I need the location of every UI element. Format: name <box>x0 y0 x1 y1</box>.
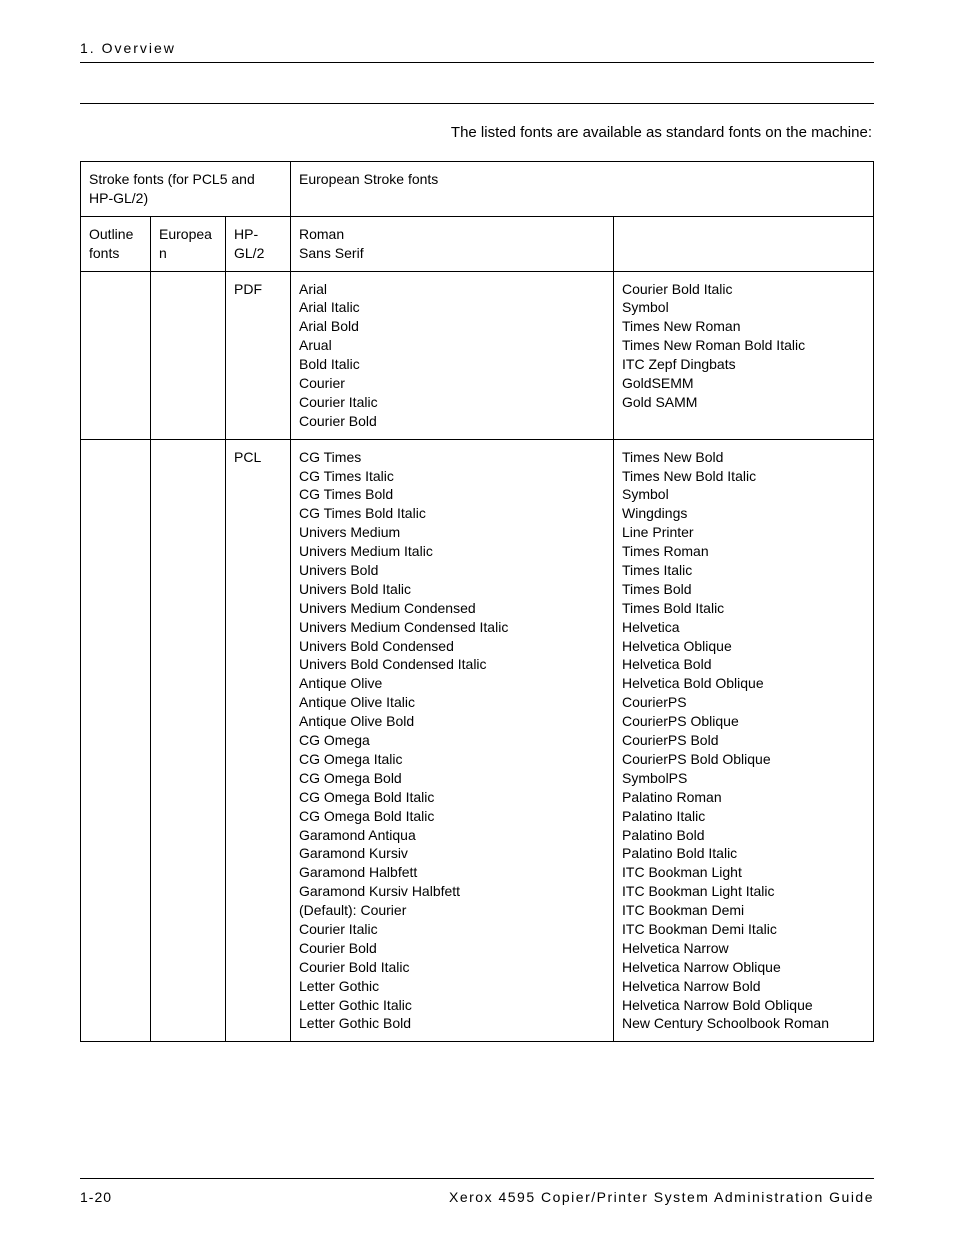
cell-roman-sans: Roman Sans Serif <box>291 216 614 271</box>
cell-pcl: PCL <box>226 439 291 1042</box>
fonts-table: Stroke fonts (for PCL5 and HP-GL/2) Euro… <box>80 161 874 1042</box>
table-row: PCL CG Times CG Times Italic CG Times Bo… <box>81 439 874 1042</box>
table-row: Stroke fonts (for PCL5 and HP-GL/2) Euro… <box>81 162 874 217</box>
cell-empty <box>151 271 226 439</box>
cell-stroke-fonts-header: Stroke fonts (for PCL5 and HP-GL/2) <box>81 162 291 217</box>
footer-title: Xerox 4595 Copier/Printer System Adminis… <box>449 1189 874 1205</box>
section-title: 1. Overview <box>80 40 874 56</box>
page-number: 1-20 <box>80 1189 112 1205</box>
table-row: PDF Arial Arial Italic Arial Bold Arual … <box>81 271 874 439</box>
cell-european-stroke-header: European Stroke fonts <box>291 162 874 217</box>
cell-pdf-fonts-left: Arial Arial Italic Arial Bold Arual Bold… <box>291 271 614 439</box>
cell-pcl-fonts-right: Times New Bold Times New Bold Italic Sym… <box>614 439 874 1042</box>
cell-pdf: PDF <box>226 271 291 439</box>
page-header: 1. Overview <box>80 40 874 63</box>
cell-pcl-fonts-left: CG Times CG Times Italic CG Times Bold C… <box>291 439 614 1042</box>
intro-text: The listed fonts are available as standa… <box>80 124 874 141</box>
cell-empty <box>614 216 874 271</box>
cell-european: European <box>151 216 226 271</box>
cell-empty <box>81 439 151 1042</box>
cell-outline-fonts: Outline fonts <box>81 216 151 271</box>
cell-hpgl2: HP-GL/2 <box>226 216 291 271</box>
table-row: Outline fonts European HP-GL/2 Roman San… <box>81 216 874 271</box>
page-footer: 1-20 Xerox 4595 Copier/Printer System Ad… <box>80 1178 874 1205</box>
cell-pdf-fonts-right: Courier Bold Italic Symbol Times New Rom… <box>614 271 874 439</box>
cell-empty <box>151 439 226 1042</box>
header-rule <box>80 103 874 104</box>
cell-empty <box>81 271 151 439</box>
